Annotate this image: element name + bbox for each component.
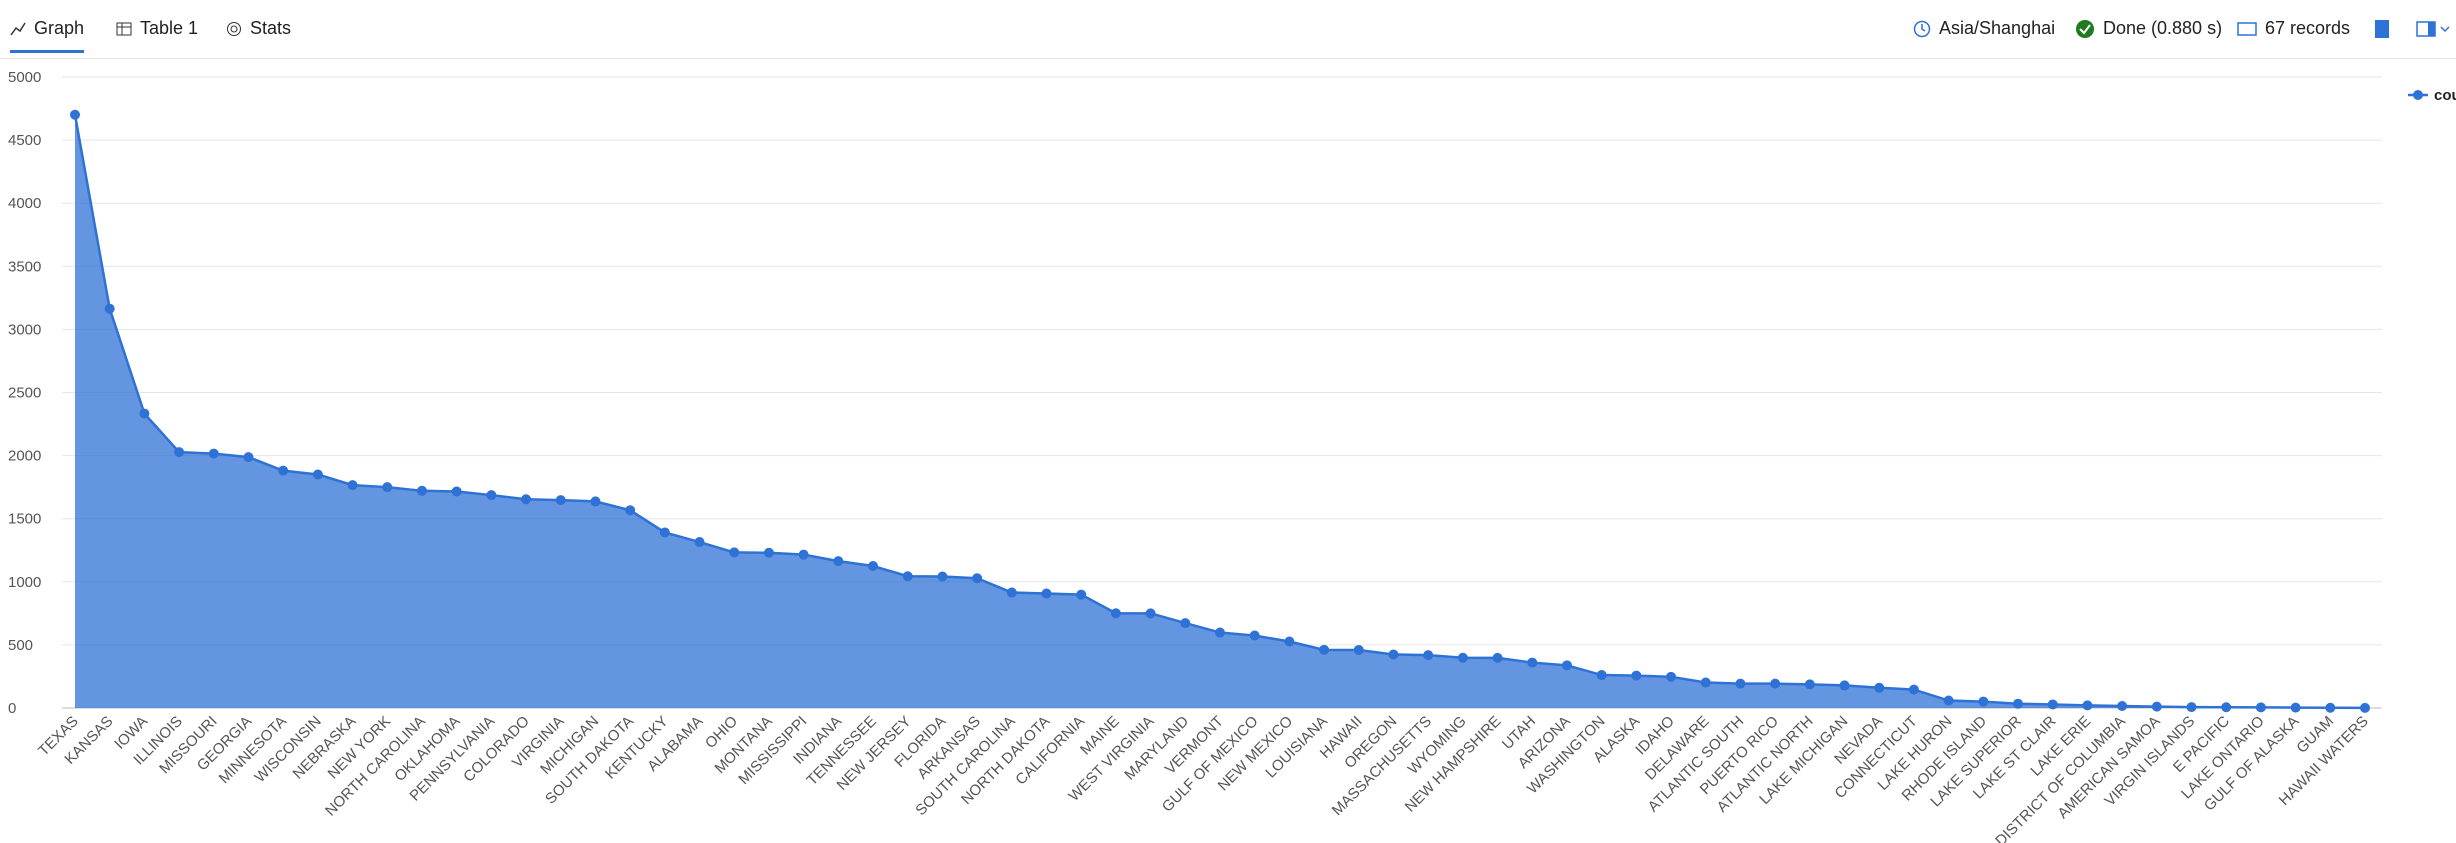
point [451,486,462,497]
point [1527,657,1538,668]
point [70,109,80,120]
status-label: Done (0.880 s) [2103,18,2223,38]
point [1561,660,1572,671]
point [868,561,879,572]
point [1388,649,1399,660]
point [1457,652,1468,663]
point [2013,698,2024,709]
records-label: 67 records [2265,18,2351,38]
point [2082,700,2093,711]
point [1076,589,1087,600]
y-tick-label: 3000 [8,321,41,338]
point [1180,618,1191,629]
point [1908,684,1919,695]
point [2186,702,2197,713]
point [1353,644,1364,655]
point [1492,652,1503,663]
point [729,547,740,558]
toolbar-icons[interactable] [2373,18,2453,40]
point [104,303,115,314]
records: 67 records [2237,18,2350,39]
point [1041,588,1052,599]
y-tick-label: 5000 [8,69,41,86]
point [347,480,358,491]
point [1284,636,1295,647]
point [278,465,289,476]
point [1006,587,1017,598]
point [2151,701,2162,712]
legend-marker [2413,90,2423,100]
point [1700,677,1711,688]
point [1735,678,1746,689]
point [798,549,809,560]
area [75,114,2365,708]
tab-label[interactable]: Table 1 [140,18,199,38]
point [1804,679,1815,690]
point [174,447,185,458]
timezone-label[interactable]: Asia/Shanghai [1939,18,2056,38]
point [1631,670,1642,681]
point [208,448,219,459]
tab-table[interactable]: Table 1 [116,18,198,39]
point [937,571,948,582]
point [243,452,254,463]
point [1874,682,1885,693]
point [972,573,983,584]
y-tick-label: 2500 [8,385,41,402]
point [1249,630,1260,641]
point [625,505,636,516]
point [1770,678,1781,689]
point [486,490,497,501]
point [1978,696,1989,707]
point [2360,702,2370,713]
y-tick-label: 500 [8,637,33,654]
y-tick-label: 1500 [8,511,41,528]
point [1943,695,1954,706]
point [2117,700,2128,711]
toolbar: Graph Table 1 Stats Asia/Shanghai Done (… [0,0,2456,59]
status: Done (0.880 s) [2075,18,2222,39]
point [416,485,427,496]
y-tick-label: 2000 [8,448,41,465]
point [382,482,393,493]
point [694,537,705,548]
point [833,556,844,567]
y-tick-label: 3500 [8,258,41,275]
point [1215,627,1225,638]
tab-label[interactable]: Stats [250,18,292,38]
point [2325,702,2336,713]
point [1666,671,1677,682]
y-tick-label: 4500 [8,132,41,149]
point [763,547,774,558]
point [521,494,532,505]
point [590,496,601,507]
point [1839,680,1850,691]
y-tick-label: 4000 [8,195,41,212]
point [2221,702,2232,713]
point [902,571,913,582]
point [2290,702,2301,713]
point [2047,699,2058,710]
point [1145,608,1156,619]
legend-label: count_ [2434,87,2456,104]
timezone[interactable]: Asia/Shanghai [1913,18,2055,39]
point [1596,670,1607,681]
point [2255,702,2266,713]
y-tick-label: 0 [8,700,16,717]
point [1110,608,1121,619]
tab-label[interactable]: Graph [34,18,85,38]
point [1319,644,1330,655]
point [659,527,670,538]
tab-graph[interactable]: Graph [10,18,85,53]
point [139,408,150,419]
point [555,495,566,506]
y-tick-label: 1000 [8,574,41,591]
point [312,469,323,480]
tab-stats[interactable]: Stats [226,18,291,39]
point [1423,650,1434,661]
